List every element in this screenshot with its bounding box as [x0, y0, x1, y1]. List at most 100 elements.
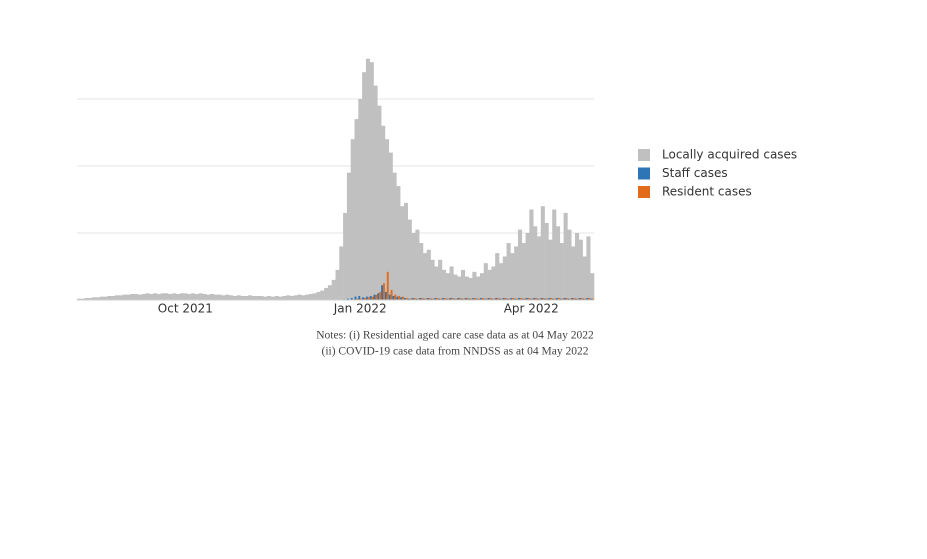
- bar: [576, 298, 579, 300]
- bar: [554, 298, 556, 300]
- bar: [479, 273, 485, 300]
- bar: [398, 295, 401, 300]
- bar: [569, 298, 572, 300]
- bar: [536, 236, 542, 300]
- bar: [350, 139, 355, 300]
- bar: [221, 295, 226, 300]
- bar: [478, 298, 480, 300]
- bar: [468, 277, 473, 300]
- bar: [573, 297, 575, 300]
- bar: [438, 298, 441, 300]
- bar: [455, 298, 458, 300]
- bar: [440, 298, 442, 300]
- bar: [449, 297, 452, 300]
- bar: [417, 298, 420, 300]
- bar: [479, 297, 482, 300]
- bar: [411, 233, 416, 300]
- bar: [407, 298, 410, 300]
- bar: [555, 297, 558, 300]
- bar: [510, 253, 515, 300]
- bar: [407, 219, 412, 300]
- bar: [236, 295, 241, 300]
- bar: [107, 295, 112, 300]
- bar: [421, 297, 423, 300]
- bar: [457, 297, 460, 300]
- bar: [88, 297, 93, 300]
- bar: [470, 298, 473, 300]
- bar: [466, 297, 469, 300]
- bar: [588, 297, 591, 300]
- bar: [445, 298, 448, 300]
- bar: [373, 294, 376, 300]
- bar: [584, 298, 587, 300]
- bar: [464, 276, 469, 300]
- bar: [381, 285, 384, 300]
- bar: [506, 243, 511, 300]
- bar: [489, 297, 492, 300]
- bar: [508, 298, 511, 300]
- bar: [493, 298, 496, 300]
- bar: [483, 298, 486, 300]
- bar: [559, 243, 564, 300]
- bar: [375, 294, 378, 300]
- bar: [225, 294, 230, 300]
- bar: [578, 239, 583, 300]
- bar: [191, 293, 196, 300]
- bar: [362, 72, 367, 300]
- bar: [350, 297, 353, 300]
- bar: [476, 276, 481, 300]
- bar: [403, 202, 409, 300]
- bar: [419, 297, 422, 300]
- bar: [548, 297, 551, 300]
- bar: [263, 296, 268, 300]
- bar: [202, 293, 207, 300]
- bar: [365, 58, 371, 300]
- bar: [175, 293, 180, 300]
- bar: [301, 295, 306, 300]
- bar: [514, 298, 517, 300]
- bar: [422, 298, 425, 300]
- bar: [360, 298, 363, 300]
- bar: [445, 273, 450, 300]
- bar: [565, 297, 568, 300]
- bar: [259, 295, 264, 300]
- bar: [567, 229, 572, 300]
- legend-label: Staff cases: [662, 166, 728, 180]
- bar: [141, 293, 146, 300]
- bar: [419, 243, 424, 300]
- bar: [320, 290, 325, 300]
- bar: [574, 298, 577, 300]
- bar: [400, 297, 403, 300]
- bar: [312, 293, 317, 300]
- bar: [248, 295, 253, 300]
- bar: [474, 297, 477, 300]
- bar: [403, 297, 406, 300]
- bar: [413, 297, 416, 300]
- bar: [297, 294, 302, 300]
- bar: [592, 298, 594, 300]
- bar: [206, 294, 211, 300]
- note: (ii) COVID-19 case data from NNDSS as at…: [321, 346, 588, 358]
- bar: [495, 297, 498, 300]
- bar: [538, 298, 541, 300]
- bar: [270, 296, 275, 300]
- bar: [305, 294, 310, 300]
- bar: [502, 256, 507, 300]
- bar: [377, 105, 382, 300]
- bar: [379, 291, 382, 300]
- bar: [331, 279, 336, 300]
- bar: [411, 297, 414, 300]
- bar: [536, 298, 539, 300]
- bar: [571, 297, 574, 300]
- bar: [521, 243, 526, 300]
- bar: [278, 296, 283, 300]
- bar: [512, 297, 515, 300]
- bar: [441, 297, 444, 300]
- bar: [324, 287, 329, 300]
- legend-swatch: [638, 186, 650, 198]
- bar: [533, 297, 536, 300]
- bar: [586, 236, 591, 300]
- bar: [172, 293, 177, 300]
- bar: [422, 253, 428, 300]
- bar: [574, 233, 580, 300]
